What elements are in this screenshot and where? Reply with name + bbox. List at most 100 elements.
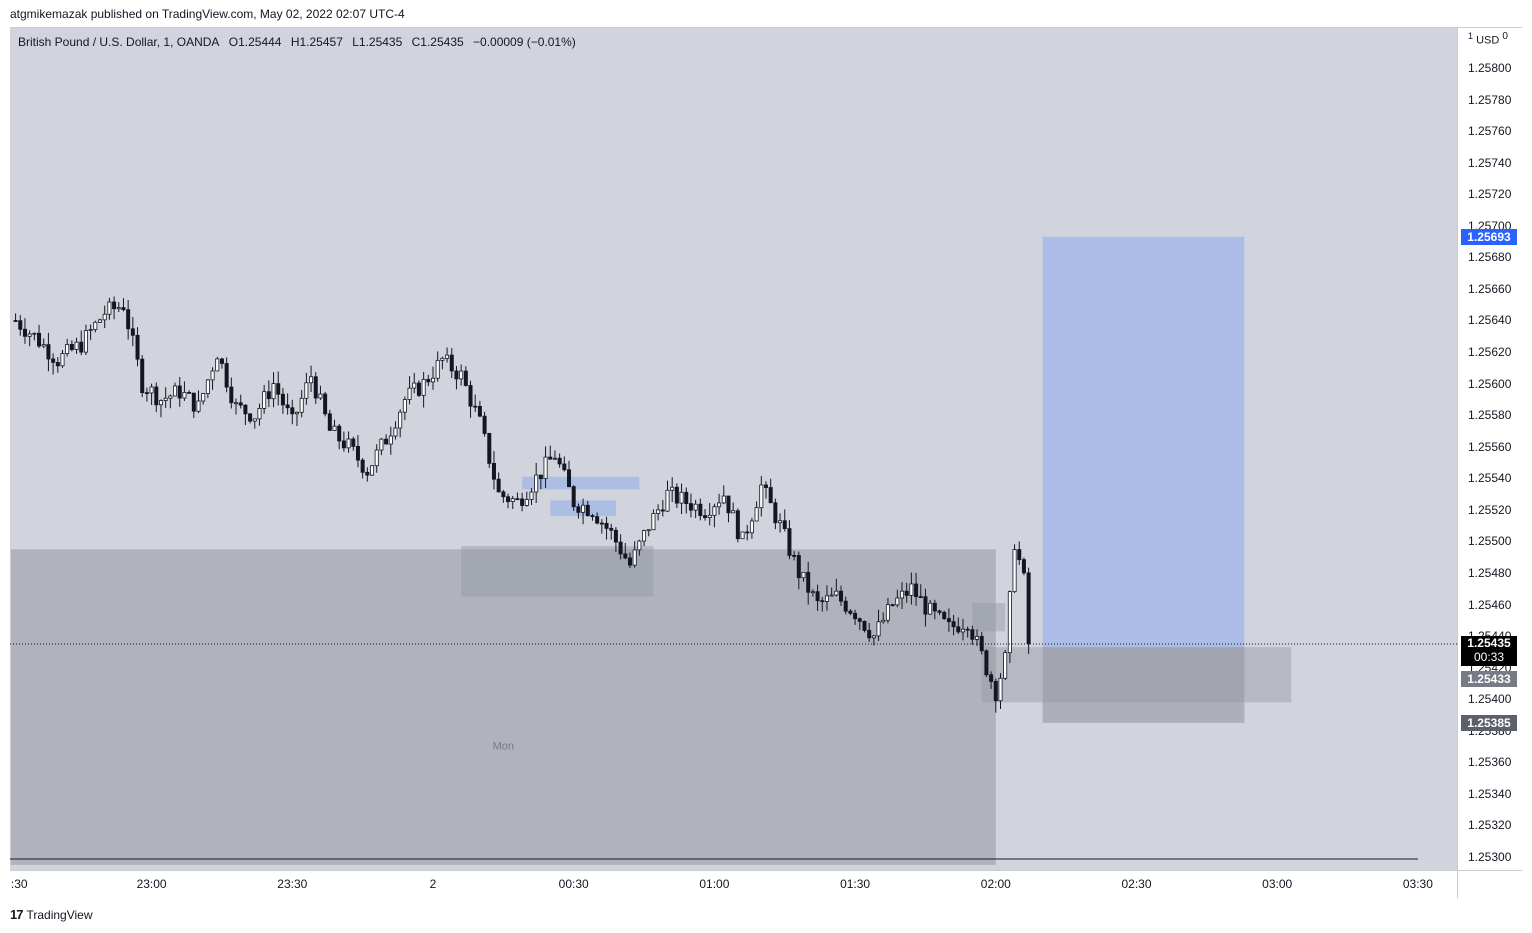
candle-down bbox=[238, 402, 243, 406]
candle-up bbox=[975, 635, 980, 640]
session-zone bbox=[10, 549, 996, 865]
time-tick-label: 01:00 bbox=[699, 877, 730, 891]
candle-up bbox=[102, 313, 107, 321]
price-tick-label: 1.25640 bbox=[1468, 313, 1512, 328]
candle-down bbox=[280, 393, 285, 406]
candle-down bbox=[698, 503, 703, 517]
candle-down bbox=[815, 591, 820, 602]
candle-up bbox=[824, 595, 829, 602]
candle-up bbox=[740, 531, 745, 540]
candle-down bbox=[979, 635, 984, 652]
candle-up bbox=[412, 382, 417, 389]
candle-down bbox=[993, 681, 998, 702]
candle-up bbox=[881, 619, 886, 623]
candle-down bbox=[796, 555, 801, 579]
candle-down bbox=[191, 392, 196, 412]
candle-up bbox=[234, 402, 239, 405]
legend-open: O1.25444 bbox=[228, 35, 282, 49]
candle-down bbox=[341, 440, 346, 449]
candle-down bbox=[735, 510, 740, 540]
legend-high: H1.25457 bbox=[290, 35, 343, 49]
time-tick-label: 03:00 bbox=[1262, 877, 1293, 891]
candle-down bbox=[22, 328, 27, 337]
legend-symbol[interactable]: British Pound / U.S. Dollar, 1, OANDA bbox=[18, 35, 220, 49]
candle-up bbox=[524, 499, 529, 506]
candle-down bbox=[604, 522, 609, 529]
candle-down bbox=[426, 378, 431, 383]
publisher-line: atgmikemazak published on TradingView.co… bbox=[10, 7, 405, 21]
candle-up bbox=[393, 427, 398, 437]
candle-up bbox=[900, 590, 905, 599]
candle-up bbox=[651, 513, 656, 531]
candle-down bbox=[327, 413, 332, 431]
price-tick-label: 1.25580 bbox=[1468, 408, 1512, 423]
axis-corner bbox=[1457, 870, 1522, 898]
candle-down bbox=[491, 463, 496, 480]
candle-up bbox=[754, 507, 759, 522]
candle-down bbox=[323, 393, 328, 415]
candle-up bbox=[712, 506, 717, 516]
candle-up bbox=[379, 438, 384, 451]
candle-down bbox=[571, 486, 576, 508]
candle-up bbox=[749, 520, 754, 534]
candle-up bbox=[271, 383, 276, 400]
candle-down bbox=[243, 404, 248, 415]
price-tick-label: 1.25340 bbox=[1468, 786, 1512, 801]
current-price-value: 1.25435 bbox=[1467, 635, 1511, 650]
candle-down bbox=[276, 383, 281, 395]
candle-down bbox=[857, 618, 862, 622]
stop-zone bbox=[1042, 647, 1245, 723]
candle-up bbox=[374, 449, 379, 467]
candle-up bbox=[116, 307, 121, 310]
candle-down bbox=[18, 320, 23, 330]
candle-up bbox=[581, 504, 586, 513]
time-axis[interactable] bbox=[10, 870, 1457, 898]
candle-up bbox=[459, 370, 464, 380]
candle-down bbox=[782, 520, 787, 529]
candle-up bbox=[370, 465, 375, 476]
time-tick-label: 02:30 bbox=[1121, 877, 1152, 891]
candle-down bbox=[285, 404, 290, 409]
candle-up bbox=[32, 332, 37, 335]
candle-up bbox=[398, 411, 403, 429]
candle-up bbox=[810, 591, 815, 594]
candle-down bbox=[548, 456, 553, 460]
candle-down bbox=[904, 590, 909, 596]
candle-up bbox=[93, 321, 98, 330]
candle-down bbox=[923, 596, 928, 615]
candle-down bbox=[487, 433, 492, 464]
legend-close: C1.25435 bbox=[411, 35, 464, 49]
candle-up bbox=[778, 520, 783, 524]
price-tick-label: 1.25560 bbox=[1468, 439, 1512, 454]
candle-down bbox=[13, 320, 18, 322]
candle-down bbox=[140, 358, 145, 394]
candle-up bbox=[60, 353, 65, 367]
footer-brand: TradingView bbox=[26, 907, 93, 922]
candle-up bbox=[679, 491, 684, 504]
candle-down bbox=[618, 541, 623, 555]
price-tick-label: 1.25740 bbox=[1468, 155, 1512, 170]
currency-label[interactable]: 1 USD 0 bbox=[1468, 31, 1508, 47]
candle-up bbox=[88, 329, 93, 331]
candle-up bbox=[717, 502, 722, 508]
candle-down bbox=[970, 629, 975, 640]
candle-down bbox=[351, 438, 356, 447]
candle-up bbox=[656, 509, 661, 514]
candle-down bbox=[726, 495, 731, 514]
candle-down bbox=[473, 405, 478, 408]
price-tick-label: 1.25620 bbox=[1468, 345, 1512, 360]
candle-down bbox=[890, 604, 895, 607]
candle-up bbox=[201, 393, 206, 402]
candle-down bbox=[121, 307, 126, 311]
candle-down bbox=[660, 509, 665, 512]
tradingview-footer[interactable]: 17 TradingView bbox=[10, 907, 93, 922]
candle-down bbox=[482, 415, 487, 434]
candle-up bbox=[435, 359, 440, 379]
candle-down bbox=[848, 610, 853, 614]
candle-down bbox=[599, 522, 604, 525]
candle-down bbox=[290, 407, 295, 415]
candle-down bbox=[154, 386, 159, 406]
target-price-label: 1.25693 bbox=[1461, 228, 1517, 245]
candle-down bbox=[501, 491, 506, 498]
candle-up bbox=[402, 399, 407, 413]
